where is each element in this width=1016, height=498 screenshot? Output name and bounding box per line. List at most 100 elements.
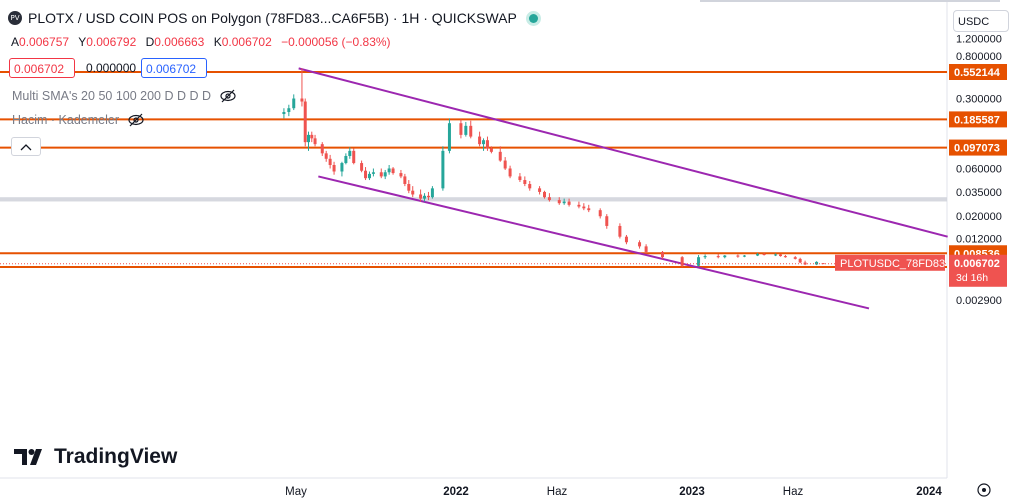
candle-body <box>332 165 336 172</box>
ohlc-values: A0.006757 Y0.006792 D0.006663 K0.006702 … <box>11 35 397 49</box>
candle-body <box>478 136 482 145</box>
candle-body <box>528 183 532 189</box>
buy-price-box[interactable]: 0.006702 <box>141 58 207 78</box>
candle-body <box>756 253 760 256</box>
candle-body <box>387 168 391 173</box>
token-logo-icon: PV <box>8 11 22 25</box>
candle-body <box>303 101 307 143</box>
candle-body <box>464 125 468 135</box>
top-scroll-edge <box>700 0 1000 2</box>
symbol-title[interactable]: PLOTX / USD COIN POS on Polygon (78FD83.… <box>28 10 517 26</box>
candle-body <box>360 163 364 171</box>
candle-body <box>815 261 819 265</box>
sell-price-box[interactable]: 0.006702 <box>9 58 75 78</box>
eye-hidden-icon[interactable] <box>219 89 237 103</box>
market-status-dot-icon <box>528 13 538 23</box>
candle-body <box>403 176 407 184</box>
candle-body <box>716 256 720 258</box>
symbol-tag-bg <box>835 254 945 271</box>
candle-body <box>557 200 561 204</box>
candle-body <box>344 155 348 164</box>
candle-body <box>300 98 304 102</box>
candle-body <box>324 153 328 159</box>
candle-body <box>282 112 286 115</box>
candle-body <box>567 201 571 205</box>
candle-body <box>793 257 797 259</box>
price-axis-tick: 0.020000 <box>956 211 1002 223</box>
candle-body <box>383 172 387 177</box>
candle-body <box>307 134 310 143</box>
candle-body <box>798 258 802 263</box>
sma-indicator[interactable]: Multi SMA's 20 50 100 200 D D D D <box>12 89 237 103</box>
candle-body <box>821 263 825 265</box>
candle-body <box>367 173 371 179</box>
channel-upper-line <box>298 67 948 238</box>
price-axis-tick: 0.800000 <box>956 51 1002 63</box>
candle-body <box>482 140 486 145</box>
candle-body <box>469 125 473 137</box>
candle-body <box>292 98 296 109</box>
candle-body <box>310 134 314 139</box>
close-label: K <box>213 35 222 49</box>
candle-body <box>399 173 403 177</box>
chart-header: PV PLOTX / USD COIN POS on Polygon (78FD… <box>8 10 538 26</box>
price-axis-tick: 0.035000 <box>956 187 1002 199</box>
candle-body <box>703 256 707 258</box>
currency-select[interactable]: USDC <box>953 10 1009 32</box>
candle-body <box>723 255 727 258</box>
volume-indicator[interactable]: Hacim · Kademeler <box>12 113 145 127</box>
candle-body <box>562 201 566 204</box>
candle-body <box>430 188 434 198</box>
candle-body <box>313 138 317 145</box>
candle-body <box>287 108 291 113</box>
candle-body <box>638 242 642 247</box>
currency-select-value: USDC <box>958 16 990 28</box>
candle-body <box>779 254 782 257</box>
candle-body <box>538 188 542 192</box>
eye-hidden-icon[interactable] <box>127 113 145 127</box>
candle-body <box>459 123 463 135</box>
candle-body <box>742 255 746 257</box>
candle-body <box>518 176 522 181</box>
time-axis-tick: 2023 <box>679 486 705 498</box>
tradingview-logo[interactable]: TradingView <box>14 445 177 469</box>
candle-body <box>624 236 628 243</box>
level-price-label-bg <box>949 139 1007 156</box>
level-price-label-bg <box>949 111 1007 128</box>
candle-body <box>503 160 507 169</box>
candle-body <box>391 168 395 174</box>
current-price-label-bg <box>949 254 1007 287</box>
price-axis-tick: 0.012000 <box>956 233 1002 245</box>
candle-body <box>680 257 684 266</box>
candle-body <box>426 195 430 198</box>
candle-body <box>485 140 489 149</box>
candle-body <box>419 194 423 199</box>
open-value: 0.006757 <box>19 35 70 49</box>
level-price-label: 0.097073 <box>954 143 1000 155</box>
candle-body <box>736 255 740 257</box>
candle-body <box>774 254 778 256</box>
support-zone <box>0 197 947 202</box>
candle-body <box>379 172 383 177</box>
candle-body <box>371 172 375 174</box>
high-value: 0.006792 <box>86 35 137 49</box>
price-axis-tick: 0.002900 <box>956 295 1002 307</box>
candle-body <box>547 197 551 201</box>
candle-body <box>489 148 493 152</box>
candle-body <box>598 210 602 217</box>
candle-body <box>498 151 502 161</box>
candle-body <box>618 225 622 237</box>
close-value: 0.006702 <box>221 35 272 49</box>
spread-value: 0.000000 <box>86 61 137 75</box>
settings-gear-icon[interactable] <box>977 483 991 497</box>
collapse-legend-button[interactable] <box>11 137 41 156</box>
price-axis-tick: 0.300000 <box>956 94 1002 106</box>
candle-body <box>352 150 356 164</box>
low-label: D <box>145 35 155 49</box>
sma-indicator-label: Multi SMA's 20 50 100 200 D D D D <box>12 89 211 103</box>
low-value: 0.006663 <box>154 35 205 49</box>
candle-body <box>423 195 427 199</box>
time-axis-tick: 2024 <box>916 486 942 498</box>
open-label: A <box>11 35 20 49</box>
